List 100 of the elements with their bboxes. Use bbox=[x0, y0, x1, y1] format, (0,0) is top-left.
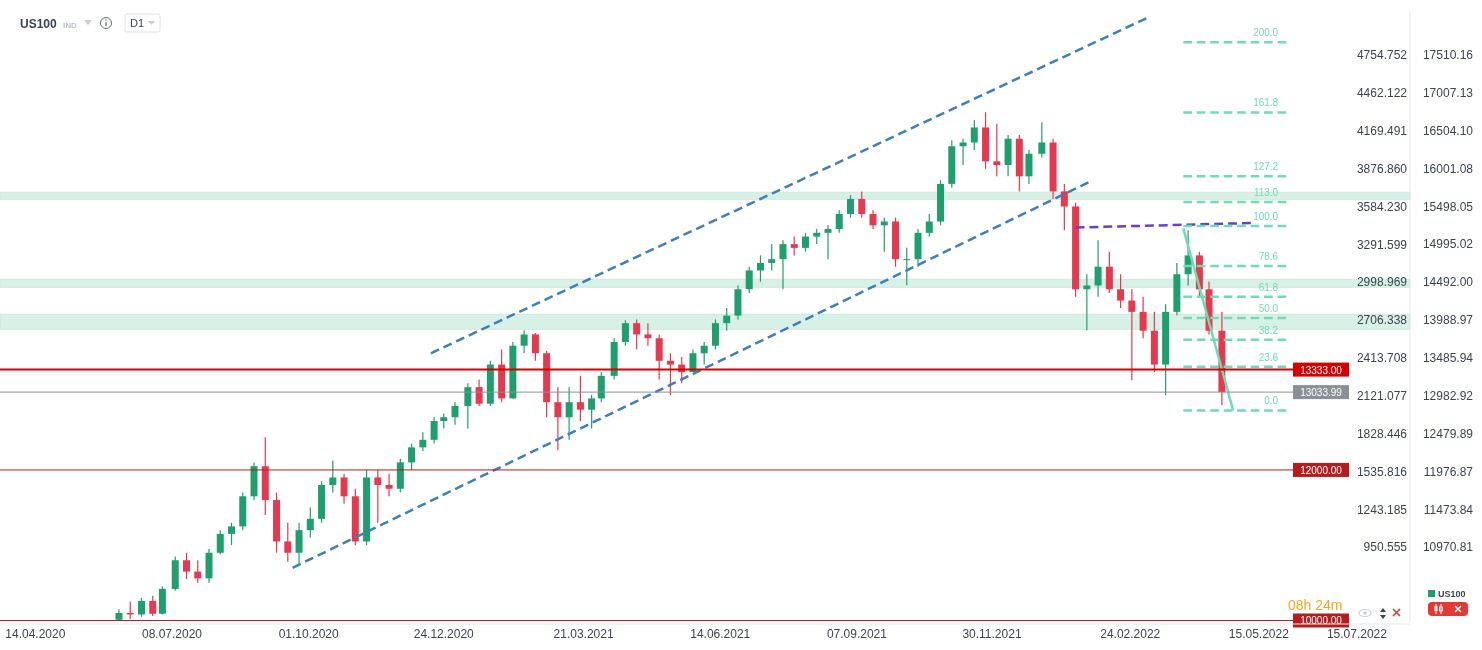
candlestick bbox=[464, 382, 472, 430]
y-tick-label: 11976.87 bbox=[1423, 464, 1474, 479]
series-label: 0.0 bbox=[1264, 395, 1279, 407]
y2-tick-label: 3291.599 bbox=[1356, 237, 1408, 252]
candlestick bbox=[554, 386, 562, 451]
candlestick bbox=[847, 194, 854, 219]
ref-line-label: 10000.00 bbox=[1300, 615, 1343, 627]
y-tick-label: 14492.00 bbox=[1422, 275, 1474, 290]
y2-tick-label: 2706.338 bbox=[1356, 313, 1408, 328]
candlestick bbox=[531, 332, 539, 362]
candlestick bbox=[183, 552, 190, 580]
candlestick bbox=[790, 235, 798, 256]
candlestick bbox=[329, 459, 337, 494]
x-tick-label: 24.02.2022 bbox=[1100, 627, 1161, 641]
candlestick bbox=[306, 506, 314, 539]
candlestick bbox=[216, 529, 224, 555]
candlestick bbox=[655, 333, 663, 381]
series-label: 50.0 bbox=[1258, 302, 1279, 314]
candlestick bbox=[869, 209, 877, 230]
series-label: 78.6 bbox=[1258, 250, 1279, 262]
series-label: 100.0 bbox=[1253, 211, 1279, 223]
y-tick-label: 17510.16 bbox=[1422, 48, 1474, 63]
y2-tick-label: 1535.816 bbox=[1356, 464, 1408, 479]
ref-line-label: 13033.99 bbox=[1300, 387, 1343, 399]
y-tick-label: 11473.84 bbox=[1423, 502, 1474, 517]
candlestick bbox=[374, 469, 382, 524]
candlestick bbox=[745, 266, 753, 294]
candlestick bbox=[149, 595, 157, 617]
text: US100 bbox=[20, 17, 58, 31]
candlestick bbox=[903, 247, 911, 286]
series-label: 200.0 bbox=[1253, 27, 1279, 39]
candlestick bbox=[385, 473, 393, 497]
x-tick-label: 15.07.2022 bbox=[1326, 627, 1388, 641]
y-tick-label: 12982.92 bbox=[1422, 388, 1474, 403]
candlestick bbox=[576, 375, 584, 422]
candlestick bbox=[430, 416, 438, 445]
candlestick bbox=[970, 119, 978, 151]
y-tick-label: 17007.13 bbox=[1422, 86, 1474, 101]
candlestick bbox=[644, 322, 652, 347]
x-tick-label: 30.11.2021 bbox=[962, 627, 1022, 641]
candlestick bbox=[419, 431, 427, 452]
candlestick bbox=[284, 522, 292, 563]
candlestick bbox=[295, 522, 303, 566]
candlestick bbox=[835, 209, 843, 234]
legend-label: US100 bbox=[1438, 589, 1466, 599]
y-tick-label: 16001.08 bbox=[1422, 161, 1474, 176]
candlestick bbox=[925, 213, 933, 238]
candlestick bbox=[801, 232, 809, 253]
candlestick bbox=[1094, 239, 1102, 298]
y-tick-label: 15498.05 bbox=[1422, 199, 1474, 214]
annotation: 08h 24m bbox=[1288, 597, 1343, 613]
candlestick bbox=[768, 243, 776, 272]
y-tick-label: 14995.02 bbox=[1422, 237, 1474, 252]
series-label: 127.2 bbox=[1253, 161, 1279, 173]
series-label: 38.2 bbox=[1258, 324, 1279, 336]
y2-tick-label: 950.555 bbox=[1363, 540, 1408, 555]
series-label: 23.6 bbox=[1258, 351, 1279, 363]
candlestick bbox=[565, 386, 573, 441]
candlestick bbox=[1105, 251, 1113, 294]
candlestick bbox=[700, 341, 708, 366]
ref-line-label: 13333.00 bbox=[1300, 364, 1343, 376]
candlestick bbox=[520, 329, 528, 354]
candlestick bbox=[993, 123, 1001, 177]
candlestick bbox=[475, 379, 483, 407]
y2-tick-label: 4754.752 bbox=[1356, 48, 1408, 63]
candlestick bbox=[1025, 149, 1033, 185]
candlestick bbox=[340, 473, 348, 505]
candlestick bbox=[633, 318, 641, 351]
candlestick bbox=[959, 138, 967, 166]
x-tick-label: 01.10.2020 bbox=[278, 627, 340, 641]
y2-tick-label: 2998.969 bbox=[1356, 275, 1408, 290]
candlestick bbox=[723, 307, 731, 332]
y2-tick-label: 3584.230 bbox=[1356, 199, 1408, 214]
candlestick bbox=[1060, 183, 1068, 231]
candlestick bbox=[137, 597, 145, 618]
candlestick bbox=[228, 522, 236, 546]
y2-tick-label: 1243.185 bbox=[1356, 502, 1408, 517]
annotation: IND bbox=[63, 21, 77, 30]
x-tick-label: 15.05.2022 bbox=[1228, 627, 1290, 641]
y2-tick-label: 1828.446 bbox=[1356, 426, 1408, 441]
y-tick-label: 16504.10 bbox=[1422, 123, 1474, 138]
ref-line-label: 12000.00 bbox=[1300, 464, 1343, 476]
y2-tick-label: 3876.860 bbox=[1356, 161, 1408, 176]
y2-tick-label: 4169.491 bbox=[1356, 123, 1408, 138]
x-tick-label: 21.03.2021 bbox=[553, 627, 614, 641]
candlestick bbox=[858, 190, 866, 219]
y-tick-label: 13988.97 bbox=[1422, 313, 1474, 328]
candlestick bbox=[711, 318, 719, 351]
series-label: 113.0 bbox=[1253, 186, 1279, 198]
y-tick-label: 13485.94 bbox=[1422, 351, 1474, 366]
annotation: D1 bbox=[130, 17, 145, 29]
y-tick-label: 10970.81 bbox=[1422, 540, 1474, 555]
candlestick bbox=[408, 442, 416, 471]
candlestick bbox=[1128, 288, 1136, 381]
x-tick-label: 08.07.2020 bbox=[142, 627, 203, 641]
candlestick bbox=[1139, 296, 1147, 339]
candlestick bbox=[756, 254, 764, 283]
x-tick-label: 14.04.2020 bbox=[5, 627, 66, 641]
series-label: 61.8 bbox=[1258, 281, 1279, 293]
candlestick bbox=[666, 352, 674, 396]
